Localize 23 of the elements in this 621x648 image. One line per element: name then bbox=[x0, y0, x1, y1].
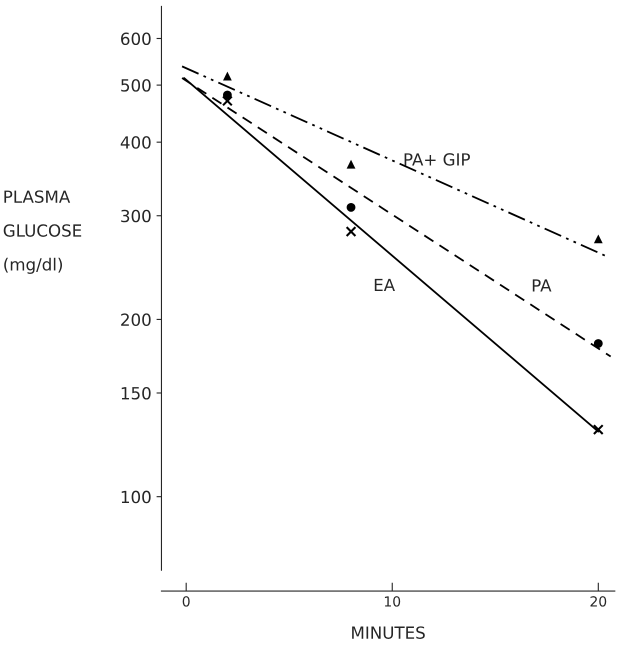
y-tick-label: 400 bbox=[120, 136, 151, 149]
point bbox=[594, 339, 603, 348]
y-tick-label: 100 bbox=[122, 490, 151, 504]
y-tick-label: 500 bbox=[121, 79, 151, 92]
y-tick-label: 300 bbox=[121, 210, 151, 222]
point bbox=[223, 72, 232, 80]
y-tick-label: 150 bbox=[122, 386, 151, 400]
series-label: EA bbox=[374, 278, 395, 291]
x-tick-label: 20 bbox=[590, 596, 606, 607]
point bbox=[346, 160, 356, 169]
point bbox=[222, 95, 233, 106]
series-label: PA+ GIP bbox=[404, 153, 470, 166]
x-tick-label: 10 bbox=[384, 596, 400, 607]
point bbox=[346, 226, 356, 237]
text: PLASMA GLUCOSE (mg/dl) bbox=[4, 190, 82, 274]
series-label: PA bbox=[532, 279, 552, 292]
point bbox=[592, 424, 604, 436]
y-tick-label: 200 bbox=[121, 313, 151, 326]
x-tick-label: 0 bbox=[182, 596, 190, 607]
x-axis-title: MINUTES bbox=[352, 626, 425, 639]
y-tick-label: 600 bbox=[121, 32, 151, 46]
point bbox=[594, 234, 603, 244]
point bbox=[346, 202, 356, 212]
